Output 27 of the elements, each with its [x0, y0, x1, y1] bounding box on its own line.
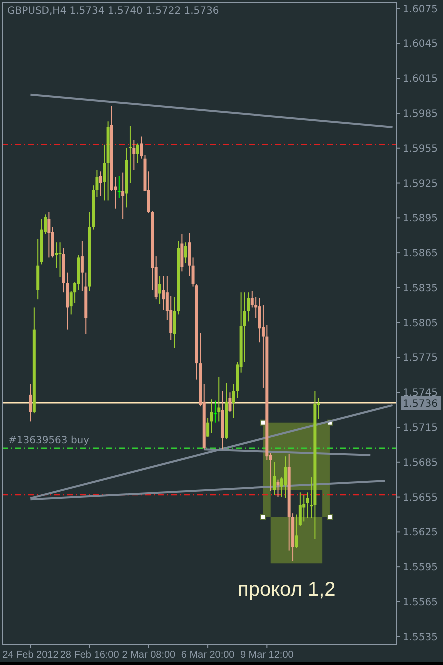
ref-line-label: 1.5736 [403, 399, 438, 410]
y-tick-label: 1.5835 [403, 283, 438, 294]
y-tick-label: 1.5625 [403, 528, 438, 539]
y-tick-label: 1.5535 [403, 632, 438, 644]
y-tick-label: 1.5565 [403, 597, 438, 608]
y-tick-label: 1.6015 [403, 74, 438, 86]
x-tick-label: 2 Mar 08:00 [122, 650, 176, 661]
chart-title: GBPUSD,H4 1.5734 1.5740 1.5722 1.5736 [8, 6, 220, 17]
y-tick-label: 1.5925 [403, 178, 438, 190]
y-tick-label: 1.5985 [403, 108, 438, 120]
y-tick-label: 1.6075 [403, 4, 438, 16]
y-tick-label: 1.6045 [403, 39, 438, 50]
y-tick-label: 1.5895 [403, 214, 438, 225]
x-tick-label: 9 Mar 12:00 [240, 650, 294, 661]
y-tick-label: 1.5955 [403, 144, 438, 155]
y-tick-label: 1.5655 [403, 492, 438, 504]
x-tick-label: 6 Mar 20:00 [181, 650, 236, 661]
annotation: прокол 1,2 [238, 579, 336, 601]
y-tick-label: 1.5595 [403, 562, 438, 574]
y-tick-label: 1.5715 [403, 423, 438, 434]
y-tick-label: 1.5685 [403, 458, 438, 469]
y-tick-label: 1.5775 [403, 353, 438, 364]
x-tick-label: 28 Feb 16:00 [60, 650, 120, 661]
y-tick-label: 1.5865 [403, 248, 438, 260]
x-tick-label: 24 Feb 2012 [2, 650, 60, 661]
y-tick-label: 1.5805 [403, 318, 438, 330]
ref-line-label: #13639563 buy [8, 435, 90, 446]
